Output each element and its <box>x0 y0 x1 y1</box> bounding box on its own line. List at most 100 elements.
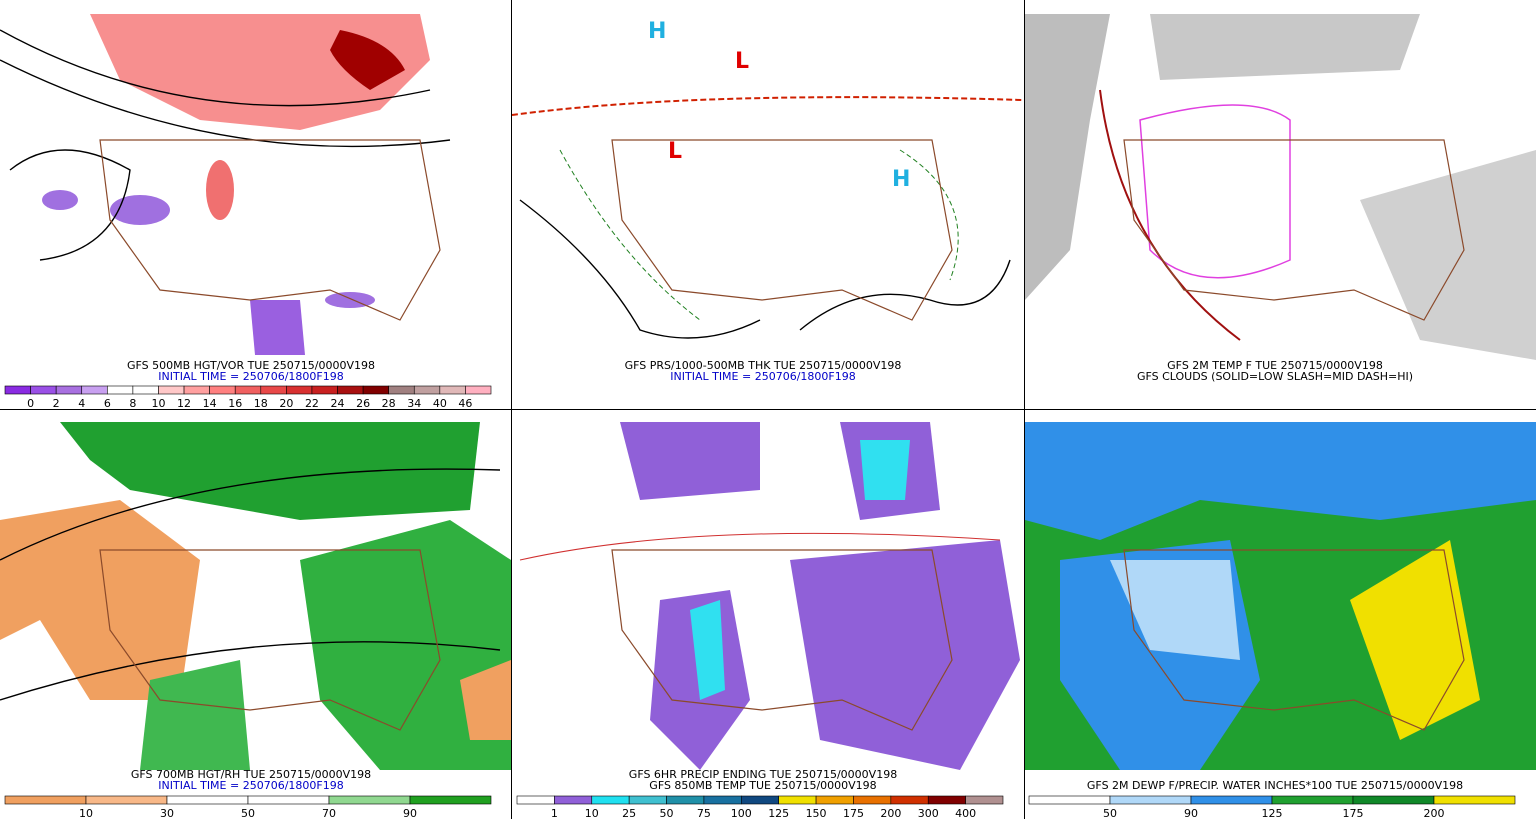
svg-text:H: H <box>892 167 910 192</box>
colorbar-label: 175 <box>1343 807 1364 819</box>
caption: GFS 500MB HGT/VOR TUE 250715/0000V198 <box>127 359 375 372</box>
colorbar-label: 20 <box>279 397 293 410</box>
colorbar-label: 175 <box>843 807 864 819</box>
colorbar-cell <box>4 795 87 805</box>
svg-text:L: L <box>735 49 749 74</box>
colorbar-cell <box>1109 795 1192 805</box>
map-2m-temp <box>1025 14 1536 360</box>
colorbar-cell <box>1433 795 1516 805</box>
colorbar-cell <box>703 795 742 805</box>
colorbar-cell <box>927 795 966 805</box>
caption: GFS 850MB TEMP TUE 250715/0000V198 <box>649 779 876 792</box>
map-dewpoint <box>1025 422 1536 770</box>
colorbar-cell <box>30 385 57 395</box>
colorbar-cell <box>388 385 415 395</box>
caption: GFS 2M DEWP F/PRECIP. WATER INCHES*100 T… <box>1087 779 1463 792</box>
colorbar-cell <box>260 385 287 395</box>
colorbar-cell <box>778 795 817 805</box>
colorbar-label: 10 <box>79 807 93 819</box>
colorbar-cell <box>234 385 262 395</box>
colorbar-cell <box>81 385 108 395</box>
colorbar-label: 90 <box>1184 807 1198 819</box>
colorbar-label: 100 <box>731 807 752 819</box>
colorbar-label: 24 <box>331 397 345 410</box>
caption: GFS 6HR PRECIP ENDING TUE 250715/0000V19… <box>629 768 897 781</box>
colorbar-cell <box>183 385 210 395</box>
colorbar-label: 50 <box>660 807 674 819</box>
colorbar-cell <box>1028 795 1111 805</box>
colorbar-label: 18 <box>254 397 268 410</box>
colorbar-cell <box>158 385 185 395</box>
colorbar-cell <box>741 795 779 805</box>
colorbar-cell <box>628 795 667 805</box>
colorbar-cell <box>591 795 630 805</box>
colorbar-cell <box>166 795 249 805</box>
colorbar-label: 40 <box>433 397 447 410</box>
colorbar-cell <box>247 795 330 805</box>
map-500mb <box>0 14 451 355</box>
caption: INITIAL TIME = 250706/1800F198 <box>158 779 343 792</box>
caption: INITIAL TIME = 250706/1800F198 <box>158 370 343 383</box>
colorbar-label: 2 <box>53 397 60 410</box>
colorbar-label: 90 <box>403 807 417 819</box>
colorbar-label: 50 <box>1103 807 1117 819</box>
colorbar-cell <box>1271 795 1354 805</box>
colorbar-cell <box>337 385 364 395</box>
colorbar-label: 25 <box>622 807 636 819</box>
colorbar-label: 22 <box>305 397 319 410</box>
colorbar-cell <box>328 795 411 805</box>
colorbar-label: 14 <box>203 397 217 410</box>
colorbar-label: 34 <box>407 397 421 410</box>
colorbar-cell <box>209 385 236 395</box>
colorbar-cell <box>311 385 338 395</box>
colorbar-label: 6 <box>104 397 111 410</box>
colorbar-cell <box>4 385 31 395</box>
colorbar-cell <box>55 385 83 395</box>
colorbar-cell <box>107 385 134 395</box>
colorbar-label: 30 <box>160 807 174 819</box>
colorbar-cell <box>1190 795 1273 805</box>
colorbar-cell <box>413 385 441 395</box>
map-prs-thk: L L H H <box>511 19 1023 339</box>
colorbar-label: 12 <box>177 397 191 410</box>
colorbar-cell <box>409 795 492 805</box>
colorbar-label: 300 <box>918 807 939 819</box>
svg-text:H: H <box>648 19 666 44</box>
colorbar-cell <box>853 795 892 805</box>
caption: GFS 2M TEMP F TUE 250715/0000V198 <box>1167 359 1383 372</box>
colorbar-label: 400 <box>955 807 976 819</box>
colorbar-label: 50 <box>241 807 255 819</box>
colorbar-label: 125 <box>1262 807 1283 819</box>
colorbar-label: 26 <box>356 397 370 410</box>
caption: GFS CLOUDS (SOLID=LOW SLASH=MID DASH=HI) <box>1137 370 1413 383</box>
svg-text:L: L <box>668 139 682 164</box>
colorbar-cell <box>286 385 313 395</box>
colorbar-label: 1 <box>551 807 558 819</box>
caption: INITIAL TIME = 250706/1800F198 <box>670 370 855 383</box>
colorbar-cell <box>965 795 1004 805</box>
colorbar-cell <box>890 795 929 805</box>
colorbar-label: 75 <box>697 807 711 819</box>
colorbar-cell <box>439 385 466 395</box>
colorbar-cell <box>362 385 389 395</box>
colorbar-label: 4 <box>78 397 85 410</box>
caption: GFS PRS/1000-500MB THK TUE 250715/0000V1… <box>625 359 902 372</box>
colorbar-label: 10 <box>151 397 165 410</box>
colorbar-cell <box>554 795 593 805</box>
colorbar-cell <box>516 795 555 805</box>
caption: GFS 700MB HGT/RH TUE 250715/0000V198 <box>131 768 371 781</box>
colorbar-label: 200 <box>880 807 901 819</box>
map-precip <box>519 422 1020 770</box>
colorbar-cell <box>132 385 159 395</box>
colorbar-label: 10 <box>585 807 599 819</box>
colorbar-label: 28 <box>382 397 396 410</box>
colorbar-label: 16 <box>228 397 242 410</box>
colorbar-label: 150 <box>806 807 827 819</box>
colorbar-label: 200 <box>1424 807 1445 819</box>
colorbar-label: 0 <box>27 397 34 410</box>
colorbar-label: 125 <box>768 807 789 819</box>
colorbar-cell <box>85 795 168 805</box>
colorbar-label: 70 <box>322 807 336 819</box>
colorbar-cell <box>1352 795 1435 805</box>
